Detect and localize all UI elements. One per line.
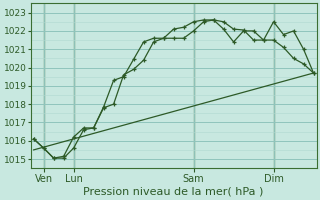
X-axis label: Pression niveau de la mer( hPa ): Pression niveau de la mer( hPa ) [84,187,264,197]
